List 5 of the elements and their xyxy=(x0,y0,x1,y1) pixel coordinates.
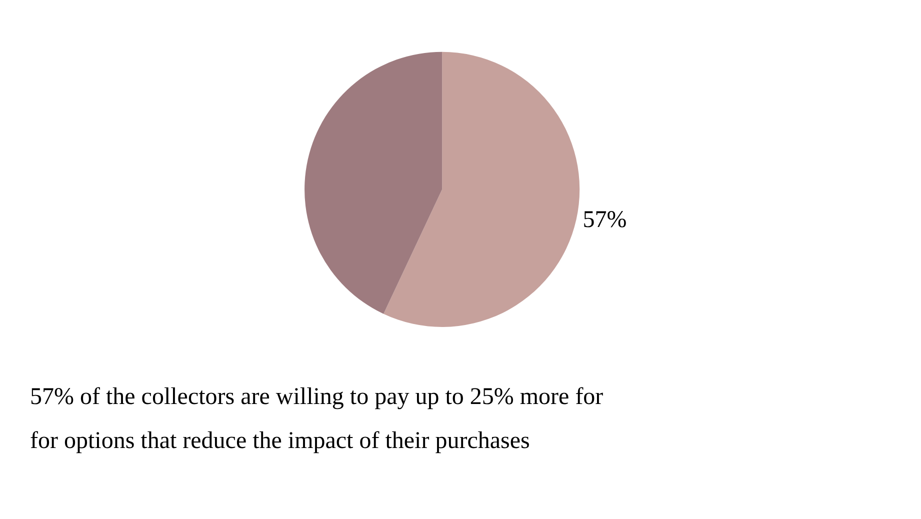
pie-slice xyxy=(384,52,580,327)
data-label: 57% xyxy=(582,207,627,234)
text: for options that reduce the impact of their purchases xyxy=(30,428,530,454)
text: 57% of the collectors are willing to pay up to 25% more for xyxy=(30,384,604,410)
pie-slice xyxy=(304,52,442,314)
